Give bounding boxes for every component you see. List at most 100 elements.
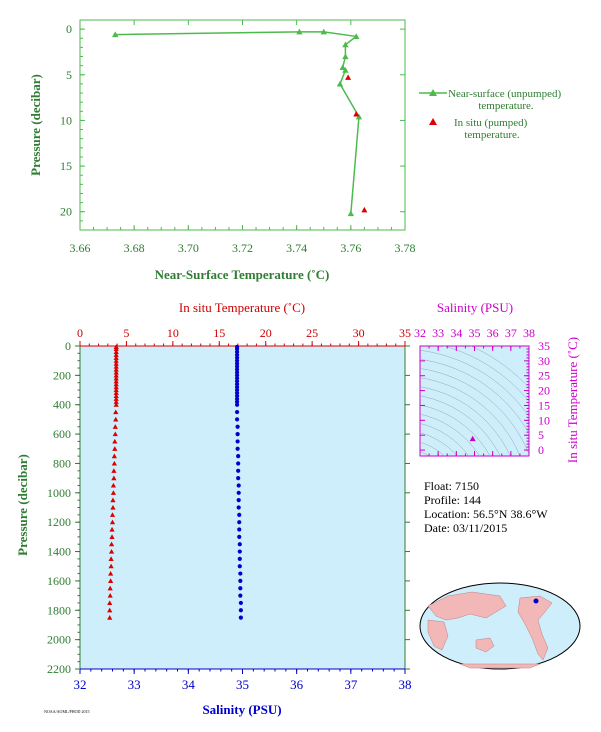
profile-y-axis-label: Pressure (decibar) xyxy=(15,454,30,556)
salinity-tick-label: 37 xyxy=(344,677,358,692)
temperature-profile-point xyxy=(107,592,113,598)
chart1-x-tick-label: 3.68 xyxy=(124,241,145,255)
legend-near-surface-line1: Near-surface (unpumped) xyxy=(448,88,561,100)
salinity-profile-point xyxy=(238,615,243,620)
ts-ticks xyxy=(419,345,530,456)
chart1-x-tick-label: 3.70 xyxy=(178,241,199,255)
near-surface-temperature-point xyxy=(336,80,344,87)
temperature-profile-point xyxy=(113,358,119,363)
legend-in-situ-line1: In situ (pumped) xyxy=(454,117,528,129)
salinity-profile-point xyxy=(234,387,240,393)
temperature-profile-point xyxy=(113,366,119,372)
temperature-profile-point xyxy=(113,384,119,390)
temperature-profile-point xyxy=(107,600,113,606)
salinity-tick-label: 34 xyxy=(182,677,196,692)
salinity-profile-point xyxy=(237,542,242,547)
profile-bottom-axis-label: Salinity (PSU) xyxy=(202,702,281,717)
salinity-profile-point xyxy=(236,490,241,495)
salinity-profile-point xyxy=(237,512,242,517)
float-info: Float: 7150 Profile: 144 Location: 56.5°… xyxy=(424,479,548,535)
temperature-profile-point xyxy=(113,352,119,357)
temperature-profile-point xyxy=(113,363,119,369)
near-surface-temperature-point xyxy=(347,210,355,217)
salinity-profile-point xyxy=(237,556,242,561)
ts-x-tick-label: 37 xyxy=(505,326,517,340)
salinity-profile-point xyxy=(234,364,240,369)
temperature-profile-point xyxy=(110,482,117,488)
temperature-profile-point xyxy=(113,399,119,404)
salinity-profile-point xyxy=(234,352,240,357)
profile-top-axis-label: In situ Temperature (˚C) xyxy=(179,300,305,315)
salinity-profile-point xyxy=(234,402,240,407)
temperature-tick-label: 20 xyxy=(260,326,272,340)
salinity-profile-point xyxy=(234,417,240,422)
temperature-profile-point xyxy=(107,585,113,591)
salinity-profile-point xyxy=(238,600,243,606)
salinity-profile-point xyxy=(237,534,242,539)
temperature-profile-point xyxy=(112,446,118,451)
in-situ-temperature-point xyxy=(353,111,360,117)
near-surface-temperature-line xyxy=(115,31,360,214)
float-number: Float: 7150 xyxy=(424,479,479,493)
chart1-ticks xyxy=(79,20,406,231)
temperature-profile-point xyxy=(111,453,117,459)
temperature-tick-label: 25 xyxy=(306,326,318,340)
salinity-profile-point xyxy=(234,373,240,378)
ts-x-tick-label: 36 xyxy=(487,326,499,340)
temperature-profile-point xyxy=(113,369,119,375)
temperature-profile-point xyxy=(113,393,119,398)
temperature-profile-point xyxy=(108,556,114,561)
salinity-profile-point xyxy=(235,439,240,444)
ts-y-tick-label: 0 xyxy=(538,443,544,457)
salinity-profile-point xyxy=(234,367,240,372)
temperature-profile-point xyxy=(113,396,119,401)
ts-x-tick-label: 33 xyxy=(432,326,444,340)
map-land-eurasia xyxy=(427,591,507,621)
ts-point xyxy=(469,435,476,442)
ts-x-tick-label: 35 xyxy=(469,326,481,340)
salinity-tick-label: 35 xyxy=(236,677,249,692)
footer-code: NOAA/AOML/PHOD 2015 xyxy=(44,709,89,714)
chart1-y-axis-label: Pressure (decibar) xyxy=(28,74,43,176)
temperature-profile-point xyxy=(113,361,119,366)
temperature-profile-point xyxy=(107,607,113,613)
temperature-profile-point xyxy=(113,346,119,352)
salinity-profile-point xyxy=(235,424,240,429)
salinity-tick-label: 33 xyxy=(128,677,141,692)
profile-plot-background xyxy=(80,346,405,669)
temperature-profile-point xyxy=(109,534,115,539)
temperature-profile-point xyxy=(107,615,113,620)
salinity-profile-point xyxy=(234,355,240,360)
salinity-profile-point xyxy=(237,564,242,569)
near-surface-temperature-point xyxy=(342,67,349,73)
salinity-profile-point xyxy=(235,431,240,437)
temperature-profile-point xyxy=(110,504,116,510)
salinity-profile-point xyxy=(236,498,241,503)
chart1-y-tick-label: 10 xyxy=(60,113,72,127)
salinity-profile-point xyxy=(234,382,240,387)
temperature-profile-point xyxy=(108,563,114,569)
pressure-tick-label: 2200 xyxy=(47,662,71,676)
salinity-profile-point xyxy=(234,358,240,363)
salinity-tick-label: 36 xyxy=(290,677,304,692)
chart1-frame xyxy=(79,19,406,231)
pressure-tick-label: 1800 xyxy=(47,603,71,617)
map-land-australia xyxy=(475,637,495,653)
temperature-profile-point xyxy=(113,409,119,415)
legend-near-surface-line2: temperature. xyxy=(478,100,534,112)
temperature-profile-point xyxy=(113,375,119,381)
chart1-legend: Near-surface (unpumped) temperature. In … xyxy=(419,88,564,141)
world-map xyxy=(419,582,581,670)
salinity-profile-point xyxy=(234,346,240,352)
salinity-profile-point xyxy=(234,393,240,399)
chart1-x-tick-label: 3.74 xyxy=(286,241,307,255)
legend-red-triangle xyxy=(429,118,437,125)
salinity-profile-point xyxy=(236,505,241,510)
salinity-profile-point xyxy=(237,520,242,525)
ts-y-tick-label: 5 xyxy=(538,428,544,442)
pressure-tick-label: 1600 xyxy=(47,574,71,588)
salinity-profile-point xyxy=(238,586,243,591)
legend-near-surface-label: Near-surface (unpumped) temperature. xyxy=(448,88,564,112)
chart1-y-tick-label: 0 xyxy=(66,22,72,36)
temperature-profile-point xyxy=(111,475,117,481)
